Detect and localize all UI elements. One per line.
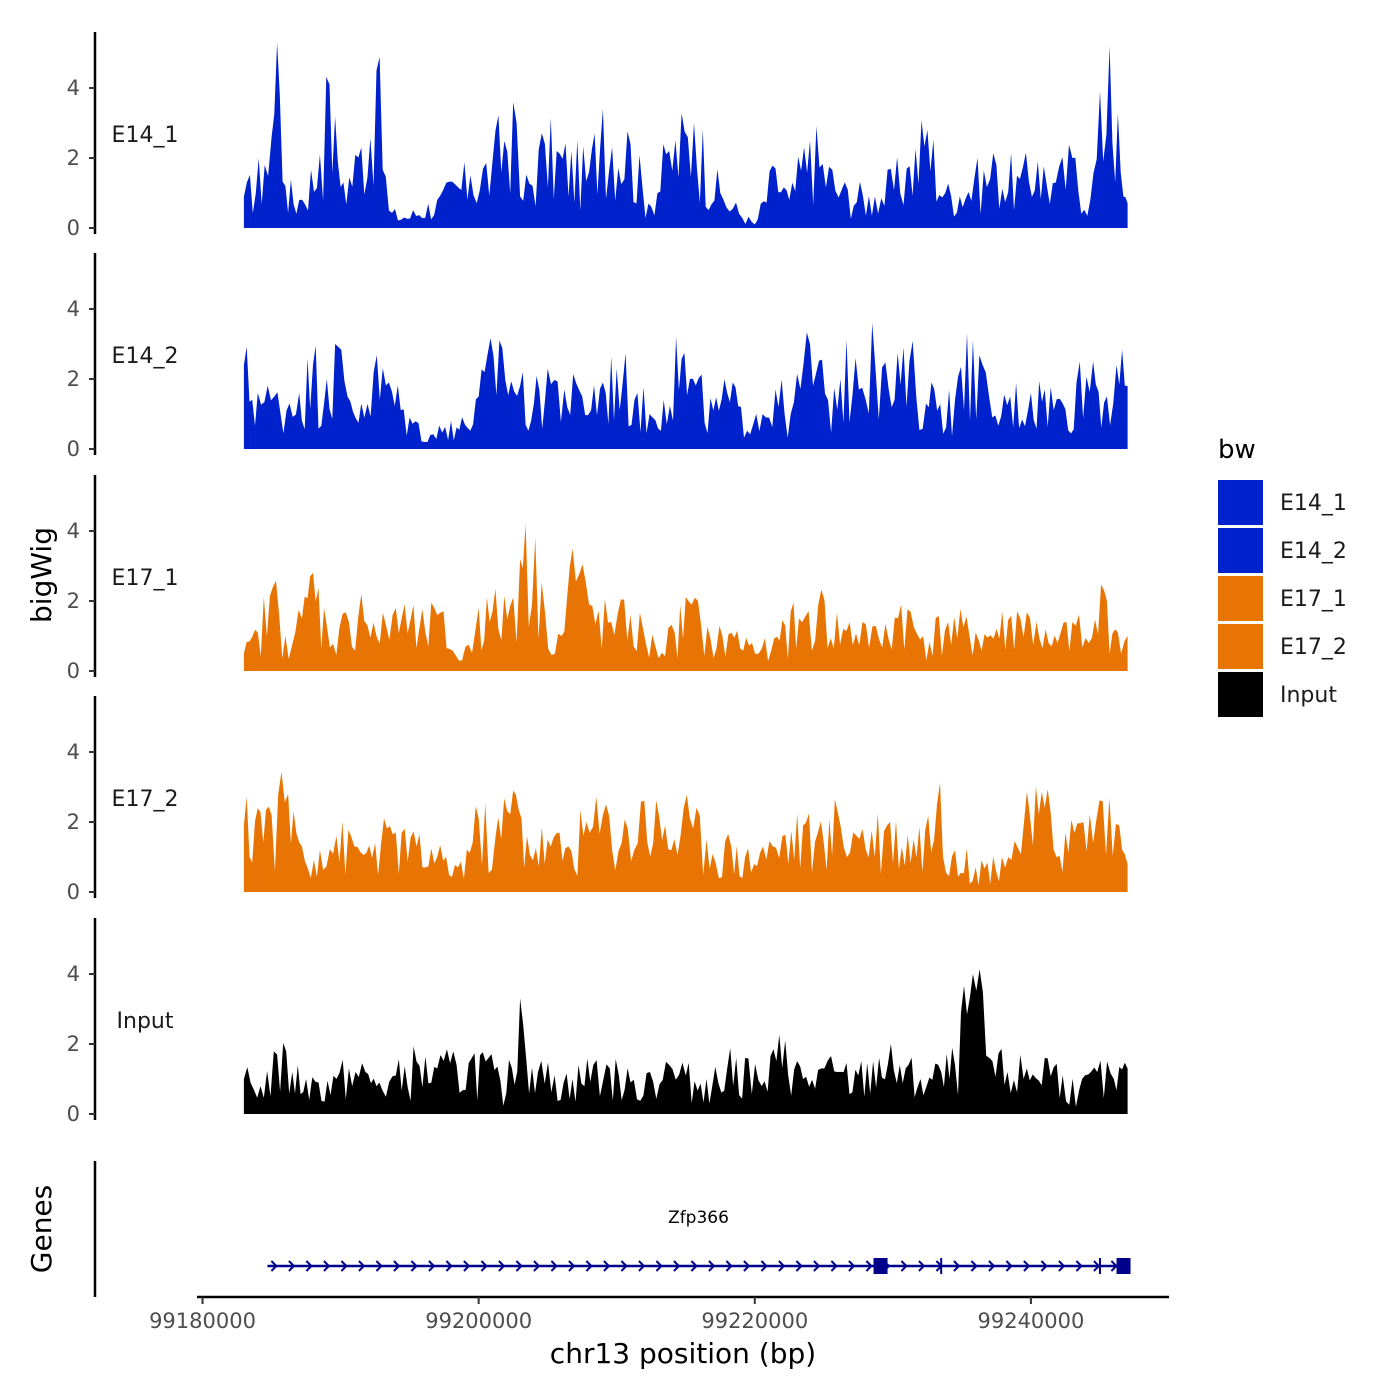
strand-arrow-icon — [1075, 1260, 1083, 1272]
strand-arrow-icon — [1110, 1260, 1118, 1272]
y-tick-label-input-0: 0 — [67, 1102, 80, 1126]
strand-arrow-icon — [1058, 1260, 1066, 1272]
strand-arrow-icon — [620, 1260, 628, 1272]
legend-label-input: Input — [1280, 683, 1337, 708]
strand-arrow-icon — [655, 1260, 663, 1272]
strand-arrow-icon — [918, 1260, 926, 1272]
exon-block-2 — [1116, 1258, 1131, 1274]
strand-arrow-icon — [585, 1260, 593, 1272]
strand-arrow-icon — [848, 1260, 856, 1272]
signal-area-e17-2 — [243, 771, 1128, 892]
x-axis-title: chr13 position (bp) — [550, 1337, 816, 1370]
legend-label-e17-2: E17_2 — [1280, 635, 1347, 660]
x-tick-label-99220000: 99220000 — [701, 1309, 808, 1333]
strand-arrow-icon — [340, 1260, 348, 1272]
y-tick-label-input-4: 4 — [67, 962, 80, 986]
strand-arrow-icon — [673, 1260, 681, 1272]
signal-area-e14-1 — [243, 42, 1128, 228]
strand-arrow-icon — [1023, 1260, 1031, 1272]
y-tick-label-e17-1-4: 4 — [67, 519, 80, 543]
strand-arrow-icon — [778, 1260, 786, 1272]
legend-label-e14-1: E14_1 — [1280, 491, 1347, 516]
legend-swatch-e14-2 — [1218, 528, 1263, 573]
strand-arrow-icon — [428, 1260, 436, 1272]
strand-arrow-icon — [375, 1260, 383, 1272]
x-tick-label-99200000: 99200000 — [425, 1309, 532, 1333]
strand-arrow-icon — [743, 1260, 751, 1272]
legend-label-e14-2: E14_2 — [1280, 539, 1347, 564]
y-axis-title: bigWig — [25, 527, 58, 623]
y-tick-label-input-2: 2 — [67, 1032, 80, 1056]
signal-area-e14-2 — [243, 323, 1128, 449]
legend-swatch-e14-1 — [1218, 480, 1263, 525]
strand-arrow-icon — [690, 1260, 698, 1272]
strand-arrow-icon — [638, 1260, 646, 1272]
strand-arrow-icon — [708, 1260, 716, 1272]
strand-arrow-icon — [568, 1260, 576, 1272]
strand-arrow-icon — [270, 1260, 278, 1272]
y-tick-label-e14-1-2: 2 — [67, 146, 80, 170]
strand-arrow-icon — [953, 1260, 961, 1272]
strand-arrow-icon — [865, 1260, 873, 1272]
y-tick-label-e14-1-4: 4 — [67, 76, 80, 100]
strand-arrow-icon — [830, 1260, 838, 1272]
strand-arrow-icon — [988, 1260, 996, 1272]
strand-arrow-icon — [515, 1260, 523, 1272]
signal-area-input — [243, 969, 1128, 1114]
strand-arrow-icon — [970, 1260, 978, 1272]
strand-arrow-icon — [603, 1260, 611, 1272]
strand-arrow-icon — [480, 1260, 488, 1272]
track-label-e17-1: E17_1 — [112, 566, 179, 591]
legend-label-e17-1: E17_1 — [1280, 587, 1347, 612]
y-tick-label-e14-2-4: 4 — [67, 297, 80, 321]
legend-swatch-e17-1 — [1218, 576, 1263, 621]
strand-arrow-icon — [393, 1260, 401, 1272]
signal-area-e17-1 — [243, 524, 1128, 671]
strand-arrow-icon — [445, 1260, 453, 1272]
y-tick-label-e14-2-2: 2 — [67, 367, 80, 391]
legend-swatch-e17-2 — [1218, 624, 1263, 669]
strand-arrow-icon — [795, 1260, 803, 1272]
strand-arrow-icon — [323, 1260, 331, 1272]
genes-track-title: Genes — [25, 1185, 58, 1273]
legend-title: bw — [1218, 435, 1256, 465]
strand-arrow-icon — [900, 1260, 908, 1272]
y-tick-label-e17-2-2: 2 — [67, 810, 80, 834]
strand-arrow-icon — [358, 1260, 366, 1272]
strand-arrow-icon — [813, 1260, 821, 1272]
y-tick-label-e14-1-0: 0 — [67, 216, 80, 240]
strand-arrow-icon — [1093, 1260, 1101, 1272]
track-label-e14-2: E14_2 — [112, 344, 179, 369]
strand-arrow-icon — [1005, 1260, 1013, 1272]
strand-arrow-icon — [1040, 1260, 1048, 1272]
track-label-input: Input — [117, 1009, 174, 1034]
x-tick-label-99240000: 99240000 — [977, 1309, 1084, 1333]
strand-arrow-icon — [760, 1260, 768, 1272]
strand-arrow-icon — [463, 1260, 471, 1272]
track-label-e14-1: E14_1 — [112, 123, 179, 148]
strand-arrow-icon — [410, 1260, 418, 1272]
y-tick-label-e17-1-0: 0 — [67, 659, 80, 683]
strand-arrow-icon — [550, 1260, 558, 1272]
y-tick-label-e17-2-4: 4 — [67, 740, 80, 764]
y-tick-label-e14-2-0: 0 — [67, 437, 80, 461]
strand-arrow-icon — [498, 1260, 506, 1272]
strand-arrow-icon — [533, 1260, 541, 1272]
y-tick-label-e17-1-2: 2 — [67, 589, 80, 613]
legend-swatch-input — [1218, 672, 1263, 717]
exon-block-1 — [873, 1258, 888, 1274]
strand-arrow-icon — [288, 1260, 296, 1272]
gene-label-zfp366: Zfp366 — [668, 1208, 729, 1228]
strand-arrow-icon — [725, 1260, 733, 1272]
track-label-e17-2: E17_2 — [112, 787, 179, 812]
x-tick-label-99180000: 99180000 — [149, 1309, 256, 1333]
y-tick-label-e17-2-0: 0 — [67, 880, 80, 904]
strand-arrow-icon — [305, 1260, 313, 1272]
